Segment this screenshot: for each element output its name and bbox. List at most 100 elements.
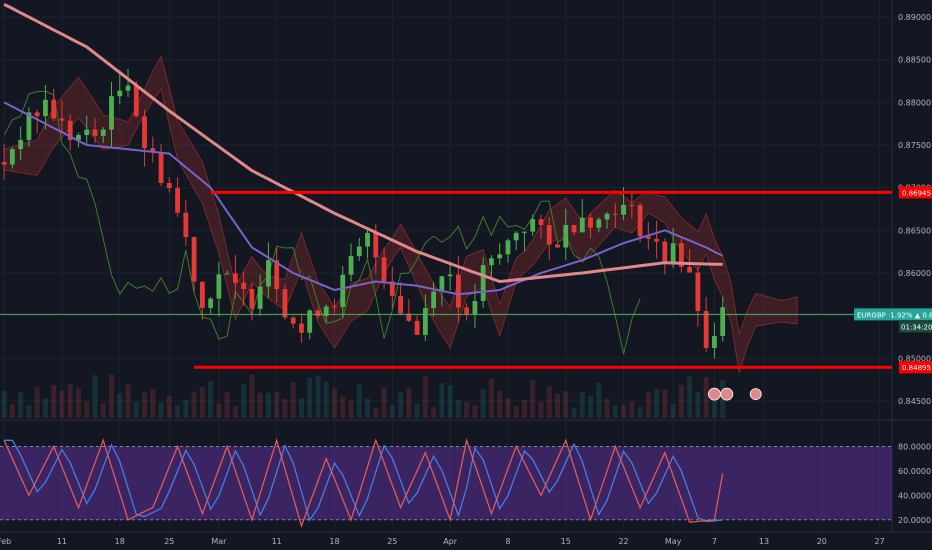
candle-body[interactable] — [538, 219, 544, 226]
candle-body[interactable] — [282, 289, 288, 318]
candle-body[interactable] — [431, 291, 437, 309]
candle-body[interactable] — [84, 129, 90, 136]
candle-body[interactable] — [365, 232, 370, 247]
volume-bar — [538, 402, 544, 418]
candle-body[interactable] — [455, 274, 461, 308]
candle-body[interactable] — [555, 244, 560, 248]
candle-body[interactable] — [571, 225, 577, 233]
candle-body[interactable] — [100, 129, 106, 136]
candle-body[interactable] — [497, 254, 503, 259]
candle-body[interactable] — [76, 135, 81, 141]
candle-body[interactable] — [406, 313, 412, 321]
candle-body[interactable] — [183, 212, 189, 238]
candle-body[interactable] — [340, 274, 346, 308]
candle-body[interactable] — [720, 307, 726, 336]
candle-body[interactable] — [546, 225, 552, 245]
candle-body[interactable] — [274, 260, 280, 290]
candle-body[interactable] — [604, 213, 610, 220]
event-badge-icon[interactable] — [708, 387, 721, 401]
candle-body[interactable] — [530, 219, 536, 232]
candle-body[interactable] — [629, 204, 635, 206]
candle-body[interactable] — [712, 335, 717, 348]
candle-body[interactable] — [67, 120, 73, 141]
candle-body[interactable] — [348, 256, 354, 275]
candle-body[interactable] — [522, 231, 527, 233]
candle-body[interactable] — [224, 273, 230, 275]
candle-body[interactable] — [464, 307, 470, 315]
candle-body[interactable] — [356, 246, 362, 257]
candle-body[interactable] — [257, 286, 263, 309]
candle-body[interactable] — [232, 273, 238, 283]
candle-body[interactable] — [579, 217, 585, 233]
candle-body[interactable] — [447, 274, 453, 277]
candle-body[interactable] — [92, 129, 98, 136]
candle-body[interactable] — [687, 266, 693, 273]
candle-body[interactable] — [381, 257, 387, 282]
candle-body[interactable] — [9, 149, 15, 165]
candle-body[interactable] — [290, 317, 296, 324]
candle-body[interactable] — [34, 112, 40, 117]
candle-body[interactable] — [18, 140, 24, 150]
price-tick-label: 0.86000 — [898, 269, 931, 278]
candle-body[interactable] — [175, 188, 180, 213]
candle-body[interactable] — [199, 281, 205, 308]
candle-body[interactable] — [216, 274, 222, 299]
candle-body[interactable] — [142, 116, 147, 149]
candle-body[interactable] — [439, 276, 445, 292]
candle-body[interactable] — [133, 85, 139, 117]
candle-body[interactable] — [307, 310, 313, 333]
candle-body[interactable] — [373, 232, 379, 258]
candle-body[interactable] — [480, 265, 486, 301]
volume-bar — [381, 387, 387, 418]
candle-body[interactable] — [422, 308, 428, 335]
candle-body[interactable] — [117, 90, 123, 97]
candle-body[interactable] — [612, 213, 618, 215]
candle-body[interactable] — [125, 85, 131, 91]
candle-body[interactable] — [654, 238, 660, 242]
candle-body[interactable] — [414, 320, 420, 335]
candle-body[interactable] — [26, 112, 32, 141]
candle-body[interactable] — [43, 99, 48, 117]
candle-body[interactable] — [323, 306, 329, 317]
candle-body[interactable] — [158, 152, 164, 183]
candle-body[interactable] — [678, 243, 684, 267]
candle-body[interactable] — [472, 300, 478, 315]
candle-body[interactable] — [637, 205, 643, 237]
candle-body[interactable] — [588, 217, 593, 228]
candle-body[interactable] — [150, 148, 156, 153]
candle-body[interactable] — [513, 232, 519, 241]
candle-body[interactable] — [191, 237, 197, 282]
volume-bar — [654, 389, 660, 418]
candle-body[interactable] — [563, 225, 569, 248]
candle-body[interactable] — [505, 240, 511, 255]
candle-body[interactable] — [315, 310, 321, 317]
candle-body[interactable] — [695, 272, 701, 312]
candle-body[interactable] — [645, 236, 651, 239]
candle-body[interactable] — [670, 243, 676, 262]
candle-body[interactable] — [166, 182, 172, 189]
candle-body[interactable] — [208, 298, 214, 308]
event-badge-icon[interactable] — [749, 388, 762, 401]
candle-body[interactable] — [51, 99, 57, 119]
candle-body[interactable] — [389, 281, 395, 296]
candle-body[interactable] — [266, 260, 271, 287]
volume-bar — [191, 391, 197, 418]
price-tick-label: 0.89000 — [898, 13, 931, 22]
candle-body[interactable] — [662, 241, 668, 262]
candle-body[interactable] — [59, 118, 65, 121]
candle-body[interactable] — [621, 204, 626, 215]
candle-body[interactable] — [241, 282, 247, 289]
candle-body[interactable] — [596, 219, 602, 228]
candle-body[interactable] — [249, 288, 255, 309]
volume-bar — [340, 396, 346, 418]
candle-body[interactable] — [109, 96, 114, 130]
candle-body[interactable] — [398, 295, 403, 314]
time-tick-label: Apr — [443, 537, 458, 546]
event-badge-icon[interactable] — [720, 387, 734, 401]
candle-body[interactable] — [489, 258, 494, 266]
candle-body[interactable] — [332, 306, 337, 308]
candle-body[interactable] — [1, 162, 7, 165]
candle-body[interactable] — [703, 311, 709, 348]
candle-body[interactable] — [299, 323, 304, 333]
